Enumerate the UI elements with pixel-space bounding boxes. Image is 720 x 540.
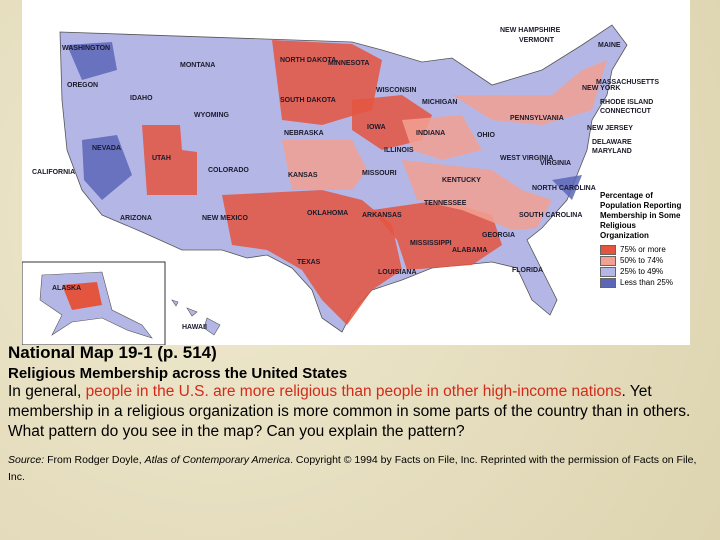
state-label: NEW MEXICO [202, 215, 248, 222]
state-label: NORTH DAKOTA [280, 57, 336, 64]
membership-region [82, 135, 132, 200]
state-label: MISSOURI [362, 170, 397, 177]
membership-region [142, 125, 197, 195]
membership-region [67, 42, 117, 80]
legend-swatch [600, 244, 616, 255]
membership-region [552, 175, 582, 200]
hawaii-shape [171, 299, 221, 336]
state-label: VIRGINIA [540, 160, 571, 167]
state-label: NEBRASKA [284, 130, 324, 137]
state-label: COLORADO [208, 167, 249, 174]
membership-region [282, 140, 367, 190]
state-label: IOWA [367, 124, 386, 131]
state-label: VERMONT [519, 37, 555, 44]
state-label: GEORGIA [482, 232, 515, 239]
state-label: ILLINOIS [384, 147, 414, 154]
legend-item: Less than 25% [600, 277, 686, 288]
membership-region [402, 160, 552, 230]
body-text: . Yet membership in a religious organiza… [8, 383, 691, 440]
membership-region [452, 60, 607, 125]
state-label: ARIZONA [120, 215, 152, 222]
source-text: . Copyright © 1994 by Facts on File, Inc… [8, 454, 697, 483]
caption-subtitle: Religious Membership across the United S… [8, 365, 348, 382]
legend-swatch [600, 277, 616, 288]
state-label: WASHINGTON [62, 45, 110, 52]
state-label: RHODE ISLAND [600, 99, 653, 106]
state-label: WISCONSIN [376, 87, 416, 94]
state-label: MASSACHUSETTS [596, 79, 659, 86]
state-label: INDIANA [416, 130, 445, 137]
legend-title: Percentage of Population Reporting Membe… [600, 191, 682, 240]
state-label: MICHIGAN [422, 99, 457, 106]
state-label: MAINE [598, 42, 621, 49]
state-label: NORTH CAROLINA [532, 185, 596, 192]
legend-label: 25% to 49% [620, 267, 664, 276]
state-label: NEW JERSEY [587, 125, 633, 132]
caption: National Map 19-1 (p. 514) Religious Mem… [8, 343, 708, 486]
state-label: UTAH [152, 155, 171, 162]
legend-item: 75% or more [600, 244, 686, 255]
membership-region [222, 190, 402, 325]
state-label: CONNECTICUT [600, 108, 652, 115]
state-label: MISSISSIPPI [410, 240, 452, 247]
legend-label: 50% to 74% [620, 256, 664, 265]
state-label: MONTANA [180, 62, 215, 69]
source-text: From Rodger Doyle, [44, 454, 145, 466]
state-label: TENNESSEE [424, 200, 467, 207]
state-label: KANSAS [288, 172, 318, 179]
state-label: LOUISIANA [378, 269, 417, 276]
alaska-region [62, 282, 102, 310]
state-label: KENTUCKY [442, 177, 481, 184]
state-label: DELAWARE [592, 139, 632, 146]
membership-region [372, 200, 502, 270]
state-label: FLORIDA [512, 267, 543, 274]
state-label: OHIO [477, 132, 495, 139]
state-label: MINNESOTA [328, 60, 369, 67]
state-label: ALABAMA [452, 247, 487, 254]
body-text: In general, [8, 383, 86, 400]
legend-item: 25% to 49% [600, 266, 686, 277]
state-label: MARYLAND [592, 148, 632, 155]
state-label: NEW HAMPSHIRE [500, 27, 561, 34]
state-label: CALIFORNIA [32, 169, 75, 176]
legend-label: 75% or more [620, 245, 666, 254]
state-label: OKLAHOMA [307, 210, 348, 217]
legend: Percentage of Population Reporting Membe… [596, 188, 690, 291]
state-label: ALASKA [52, 285, 81, 292]
state-label: IDAHO [130, 95, 153, 102]
legend-swatch [600, 255, 616, 266]
state-label: SOUTH CAROLINA [519, 212, 582, 219]
source-text: Source: [8, 454, 45, 466]
caption-title: National Map 19-1 (p. 514) [8, 343, 217, 362]
state-label: HAWAII [182, 324, 207, 331]
legend-swatch [600, 266, 616, 277]
source-text: Atlas of Contemporary America [144, 454, 291, 466]
membership-region [402, 115, 482, 160]
state-label: NEVADA [92, 145, 121, 152]
state-label: TEXAS [297, 259, 321, 266]
state-label: SOUTH DAKOTA [280, 97, 336, 104]
state-label: OREGON [67, 82, 98, 89]
state-label: ARKANSAS [362, 212, 402, 219]
state-label: NEW YORK [582, 85, 620, 92]
legend-label: Less than 25% [620, 278, 673, 287]
state-label: WYOMING [194, 112, 230, 119]
source-note: Source: From Rodger Doyle, Atlas of Cont… [8, 452, 708, 486]
body-text: people in the U.S. are more religious th… [85, 383, 622, 400]
legend-item: 50% to 74% [600, 255, 686, 266]
state-label: PENNSYLVANIA [510, 115, 564, 122]
caption-body: In general, people in the U.S. are more … [8, 382, 708, 442]
state-label: WEST VIRGINIA [500, 155, 553, 162]
